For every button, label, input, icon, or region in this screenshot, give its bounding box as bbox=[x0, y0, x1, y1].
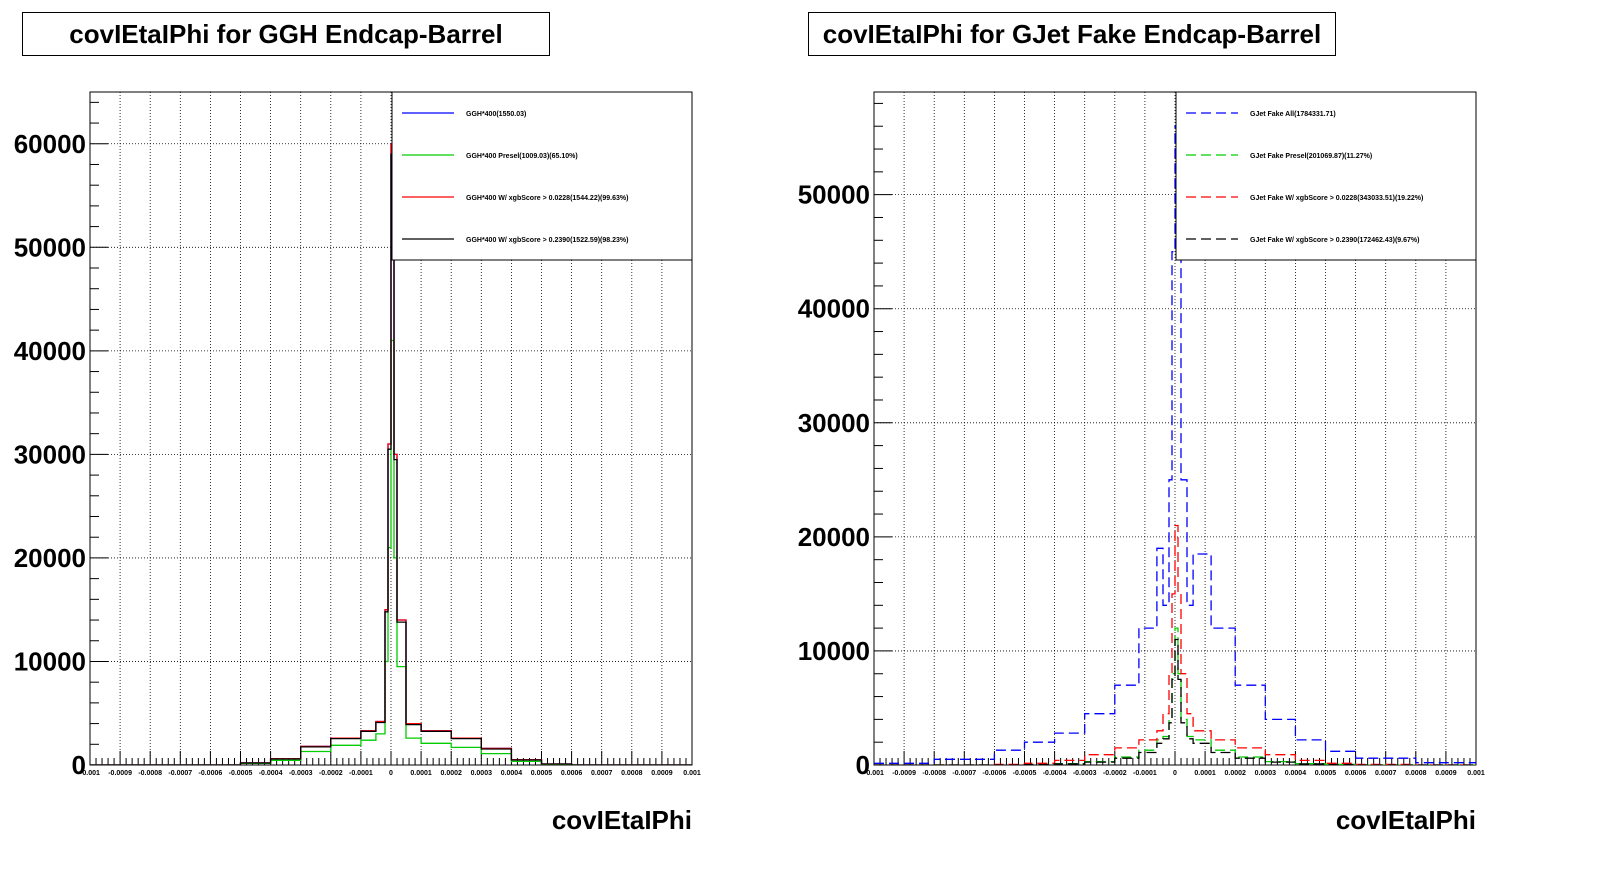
series-line-left-3 bbox=[90, 153, 692, 765]
y-tick-label: 0 bbox=[72, 750, 86, 780]
y-tick-label: 50000 bbox=[798, 180, 870, 210]
legend-label: GGH*400 Presel(1009.03)(65.10%) bbox=[466, 153, 578, 160]
x-tick-label: 0.0005 bbox=[1315, 770, 1337, 777]
x-tick-label: -0.001 bbox=[80, 770, 100, 777]
x-tick-label: 0 bbox=[389, 770, 393, 777]
series-line-right-0 bbox=[874, 125, 1476, 765]
x-tick-label: 0.0003 bbox=[1255, 770, 1277, 777]
x-tick-label: 0.0007 bbox=[1375, 770, 1397, 777]
y-tick-label: 20000 bbox=[14, 543, 86, 573]
legend-label: GJet Fake W/ xgbScore > 0.0228(343033.51… bbox=[1250, 195, 1423, 202]
x-tick-label: -0.0008 bbox=[138, 770, 162, 777]
x-tick-label: -0.0003 bbox=[289, 770, 313, 777]
x-tick-label: -0.0009 bbox=[108, 770, 132, 777]
x-tick-label: 0 bbox=[1173, 770, 1177, 777]
x-tick-label: -0.0006 bbox=[199, 770, 223, 777]
y-tick-label: 30000 bbox=[14, 439, 86, 469]
x-tick-label: -0.001 bbox=[864, 770, 884, 777]
x-tick-label: 0.0007 bbox=[591, 770, 613, 777]
y-tick-label: 20000 bbox=[798, 522, 870, 552]
x-tick-label: 0.0004 bbox=[501, 770, 523, 777]
x-tick-label: -0.0004 bbox=[1043, 770, 1067, 777]
series-line-right-3 bbox=[874, 638, 1476, 765]
legend-label: GGH*400 W/ xgbScore > 0.0228(1544.22)(99… bbox=[466, 195, 628, 202]
x-tick-label: 0.0009 bbox=[651, 770, 673, 777]
x-tick-label: 0.0008 bbox=[621, 770, 643, 777]
y-tick-label: 30000 bbox=[798, 408, 870, 438]
x-tick-label: -0.0003 bbox=[1073, 770, 1097, 777]
legend-box-right bbox=[1175, 91, 1477, 261]
y-tick-label: 40000 bbox=[798, 294, 870, 324]
x-tick-label: 0.0006 bbox=[1345, 770, 1367, 777]
x-tick-label: 0.001 bbox=[683, 770, 701, 777]
series-line-right-2 bbox=[874, 524, 1476, 765]
x-tick-label: -0.0001 bbox=[349, 770, 373, 777]
x-tick-label: -0.0007 bbox=[952, 770, 976, 777]
x-tick-label: -0.0008 bbox=[922, 770, 946, 777]
x-tick-label: -0.0001 bbox=[1133, 770, 1157, 777]
x-tick-label: 0.001 bbox=[1467, 770, 1485, 777]
y-tick-label: 0 bbox=[856, 750, 870, 780]
x-tick-label: -0.0007 bbox=[168, 770, 192, 777]
x-tick-label: -0.0005 bbox=[229, 770, 253, 777]
legend-label: GJet Fake Presel(201069.87)(11.27%) bbox=[1250, 153, 1372, 160]
legend-box-left bbox=[391, 91, 693, 261]
x-tick-label: 0.0009 bbox=[1435, 770, 1457, 777]
x-tick-label: 0.0005 bbox=[531, 770, 553, 777]
x-tick-label: -0.0002 bbox=[319, 770, 343, 777]
y-tick-label: 50000 bbox=[14, 232, 86, 262]
x-tick-label: -0.0006 bbox=[983, 770, 1007, 777]
y-tick-label: 40000 bbox=[14, 336, 86, 366]
legend-label: GGH*400(1550.03) bbox=[466, 111, 526, 118]
x-tick-label: 0.0004 bbox=[1285, 770, 1307, 777]
y-tick-label: 10000 bbox=[14, 646, 86, 676]
y-tick-label: 10000 bbox=[798, 636, 870, 666]
chart-title-left: covIEtaIPhi for GGH Endcap-Barrel bbox=[22, 12, 550, 56]
x-tick-label: 0.0006 bbox=[561, 770, 583, 777]
x-tick-label: -0.0002 bbox=[1103, 770, 1127, 777]
x-tick-label: 0.0003 bbox=[471, 770, 493, 777]
x-tick-label: -0.0009 bbox=[892, 770, 916, 777]
x-tick-label: -0.0005 bbox=[1013, 770, 1037, 777]
x-tick-label: 0.0002 bbox=[1224, 770, 1246, 777]
legend-label: GGH*400 W/ xgbScore > 0.2390(1522.59)(98… bbox=[466, 237, 628, 244]
x-tick-label: 0.0008 bbox=[1405, 770, 1427, 777]
x-tick-label: 0.0001 bbox=[1194, 770, 1216, 777]
x-tick-label: 0.0001 bbox=[410, 770, 432, 777]
x-axis-label-left: covIEtaIPhi bbox=[552, 805, 692, 835]
legend-label: GJet Fake W/ xgbScore > 0.2390(172462.43… bbox=[1250, 237, 1419, 244]
legend-label: GJet Fake All(1784331.71) bbox=[1250, 111, 1336, 118]
x-tick-label: 0.0002 bbox=[440, 770, 462, 777]
y-tick-label: 60000 bbox=[14, 129, 86, 159]
chart-title-right: covIEtaIPhi for GJet Fake Endcap-Barrel bbox=[808, 12, 1336, 56]
x-tick-label: -0.0004 bbox=[259, 770, 283, 777]
x-axis-label-right: covIEtaIPhi bbox=[1336, 805, 1476, 835]
